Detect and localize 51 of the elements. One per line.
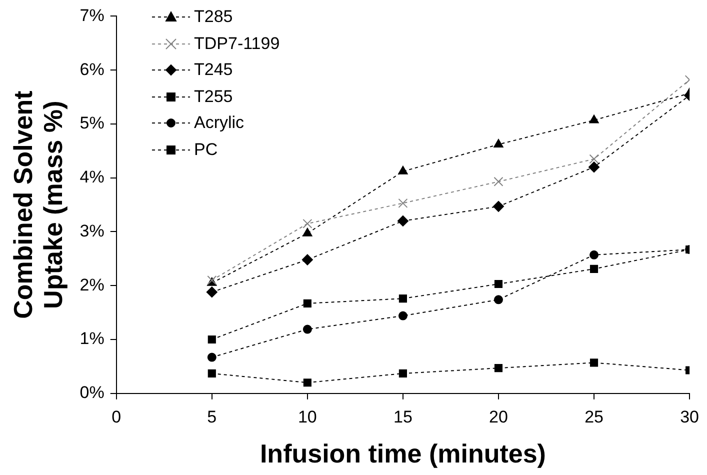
point — [398, 294, 407, 303]
point — [494, 138, 504, 148]
y-tick-label: 0% — [80, 383, 104, 402]
x-tick-label: 10 — [298, 407, 317, 426]
x-tick-label: 20 — [489, 407, 508, 426]
point — [590, 358, 598, 367]
legend-label: TDP7-1199 — [194, 32, 280, 54]
point — [589, 154, 599, 164]
y-tick-label: 4% — [80, 168, 104, 187]
x-tick-label: 25 — [584, 407, 604, 426]
x-tick-label: 5 — [207, 407, 217, 426]
point — [302, 324, 312, 334]
point — [492, 200, 504, 212]
point — [208, 335, 216, 344]
point — [494, 176, 504, 186]
y-tick-label: 1% — [80, 329, 104, 348]
point — [397, 215, 408, 226]
legend-label: T245 — [194, 59, 233, 81]
point — [302, 218, 312, 228]
point — [206, 286, 218, 298]
point — [302, 228, 312, 236]
point — [590, 264, 598, 273]
x-tick-label: 30 — [680, 407, 700, 426]
point — [398, 198, 408, 208]
y-tick-label: 3% — [80, 221, 104, 240]
point — [303, 299, 312, 308]
y-tick-label: 6% — [80, 60, 104, 79]
point — [398, 311, 408, 320]
legend-label: Acrylic — [194, 112, 244, 134]
y-tick-label: 2% — [80, 275, 104, 294]
point — [398, 369, 407, 378]
point — [303, 378, 312, 387]
point — [494, 295, 503, 304]
legend-label: T255 — [194, 86, 233, 108]
point — [302, 254, 313, 266]
x-tick-label: 0 — [112, 407, 122, 426]
point — [494, 280, 503, 288]
y-axis-title: Combined Solvent Uptake (mass %) — [8, 90, 68, 319]
legend-label: PC — [194, 138, 218, 160]
y-tick-label: 7% — [80, 6, 104, 25]
point — [588, 162, 600, 173]
point — [590, 250, 599, 260]
x-tick-label: 15 — [393, 407, 412, 426]
point — [494, 364, 503, 372]
x-axis-title: Infusion time (minutes) — [260, 438, 546, 469]
point — [398, 166, 408, 174]
point — [207, 352, 216, 362]
point — [208, 369, 216, 378]
y-tick-label: 5% — [80, 114, 104, 133]
point — [589, 114, 599, 124]
legend-label: T285 — [194, 6, 233, 28]
